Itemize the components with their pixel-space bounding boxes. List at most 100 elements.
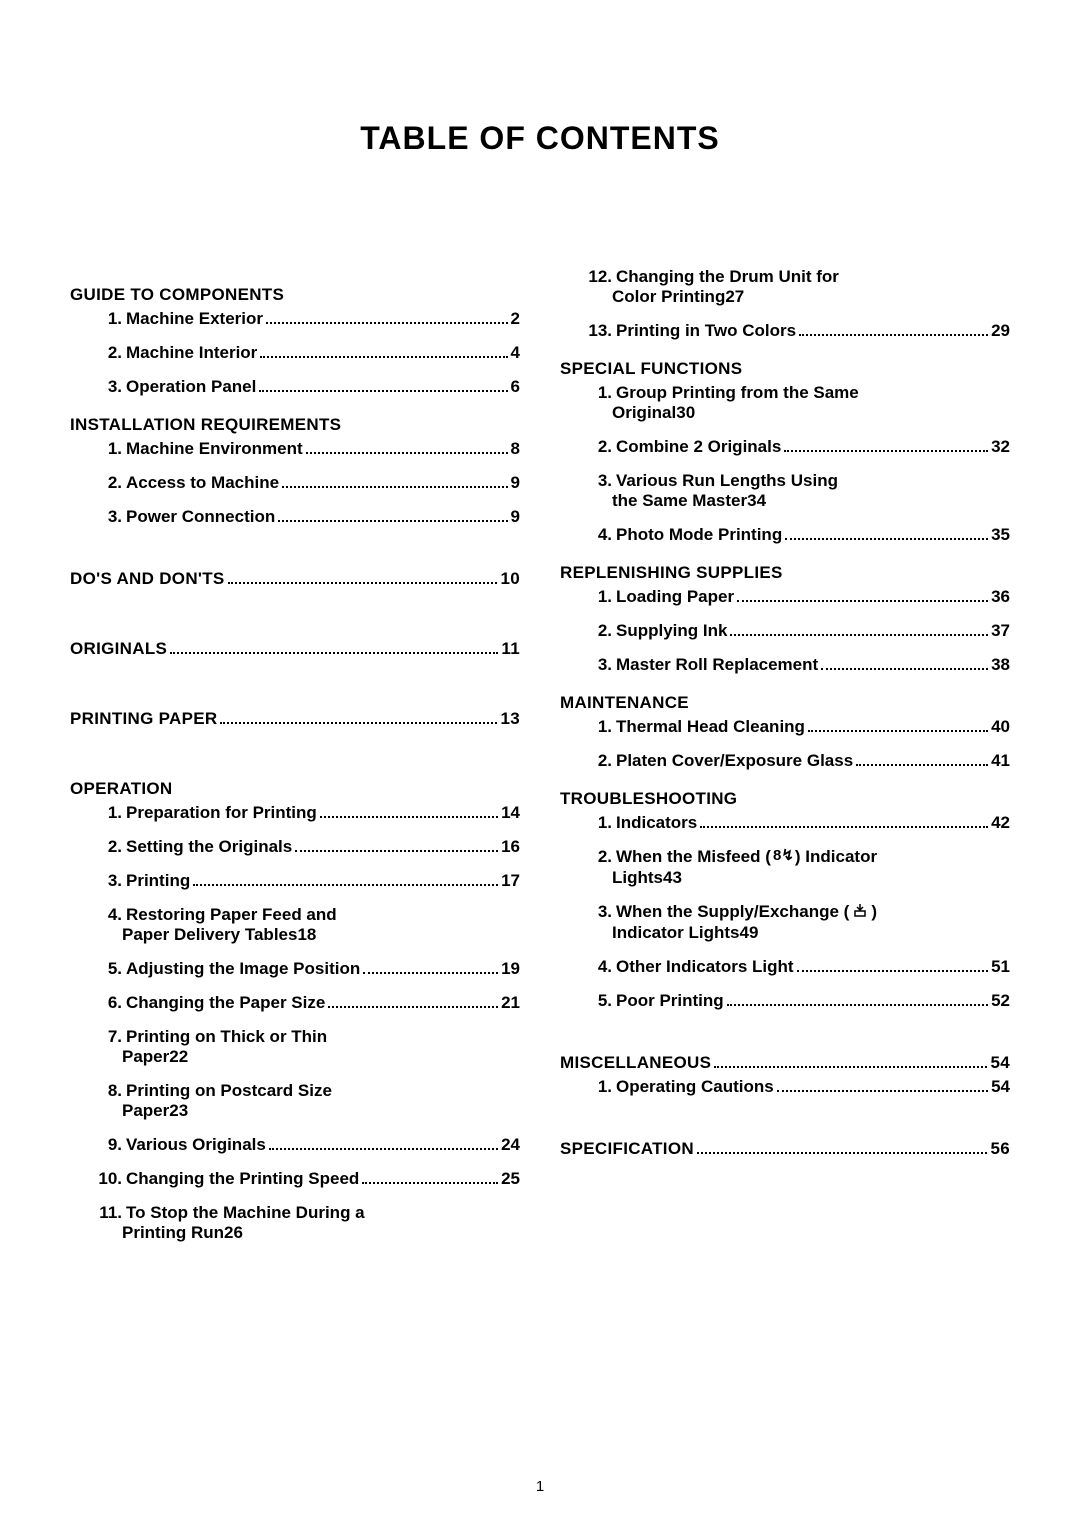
item-page: 25 [501,1169,520,1189]
item-page: 17 [501,871,520,891]
section-label: ORIGINALS [70,639,167,659]
item-page: 38 [991,655,1010,675]
item-page: 9 [511,507,520,527]
dot-leader [269,1148,498,1150]
item-label: When the Supply/Exchange () [616,902,877,923]
item-page: 4 [511,343,520,363]
item-page: 8 [511,439,520,459]
item-page: 9 [511,473,520,493]
item-label: Printing on Postcard Size [126,1081,332,1101]
dot-leader [821,668,988,670]
item-label: Paper Delivery Tables [122,925,297,945]
dot-leader [714,1066,987,1068]
toc-item: 2.When the Misfeed (8↯) Indicator Lights… [588,847,1010,888]
toc-item: 2.Platen Cover/Exposure Glass41 [588,751,1010,771]
section-heading: REPLENISHING SUPPLIES [560,563,1010,583]
item-label: the Same Master [612,491,747,511]
item-number: 5. [588,991,612,1011]
dot-leader [320,816,498,818]
item-label: Machine Interior [126,343,257,363]
dot-leader [266,322,508,324]
item-label: Operating Cautions [616,1077,774,1097]
dot-leader [777,1090,988,1092]
item-page: 19 [501,959,520,979]
dot-leader [697,1152,988,1154]
item-label: Printing [126,871,190,891]
dot-leader [737,600,988,602]
item-label: When the Misfeed (8↯) Indicator [616,847,877,868]
item-number: 2. [588,847,612,867]
item-number: 3. [98,377,122,397]
item-number: 1. [588,383,612,403]
item-number: 9. [98,1135,122,1155]
item-label: To Stop the Machine During a [126,1203,365,1223]
item-label: Various Originals [126,1135,266,1155]
item-page: 49 [740,923,759,943]
item-label-text: When the Supply/Exchange ( [616,902,849,921]
item-number: 8. [98,1081,122,1101]
dot-leader [730,634,988,636]
item-label: Preparation for Printing [126,803,317,823]
item-label: Operation Panel [126,377,256,397]
item-page: 35 [991,525,1010,545]
item-number: 2. [98,837,122,857]
item-page: 29 [991,321,1010,341]
item-label: Changing the Paper Size [126,993,325,1013]
section-label: DO'S AND DON'TS [70,569,225,589]
toc-item: 2.Combine 2 Originals32 [588,437,1010,457]
item-number: 4. [588,525,612,545]
toc-item: 8.Printing on Postcard Size Paper23 [98,1081,520,1121]
toc-item: 1.Machine Environment8 [98,439,520,459]
item-label: Master Roll Replacement [616,655,818,675]
toc-item: 3.Master Roll Replacement38 [588,655,1010,675]
item-page: 23 [169,1101,188,1121]
item-label: Original [612,403,676,423]
item-number: 3. [588,471,612,491]
item-number: 3. [98,871,122,891]
item-label: Paper [122,1101,169,1121]
dot-leader [259,390,507,392]
section-label: SPECIFICATION [560,1139,694,1159]
left-column: GUIDE TO COMPONENTS 1.Machine Exterior2 … [70,267,520,1257]
section-heading: PRINTING PAPER13 [70,709,520,729]
dot-leader [170,652,498,654]
item-label-text: ) Indicator [795,847,877,866]
section-heading: DO'S AND DON'TS10 [70,569,520,589]
section-heading: INSTALLATION REQUIREMENTS [70,415,520,435]
item-label: Printing in Two Colors [616,321,796,341]
toc-item: 4.Photo Mode Printing 35 [588,525,1010,545]
toc-item: 4.Restoring Paper Feed and Paper Deliver… [98,905,520,945]
section-heading: SPECIAL FUNCTIONS [560,359,1010,379]
item-label: Indicator Lights [612,923,740,943]
item-label: Machine Exterior [126,309,263,329]
toc-item: 11.To Stop the Machine During a Printing… [98,1203,520,1243]
toc-columns: GUIDE TO COMPONENTS 1.Machine Exterior2 … [70,267,1010,1257]
toc-item: 2.Setting the Originals16 [98,837,520,857]
item-label: Photo Mode Printing [616,525,782,545]
item-page: 41 [991,751,1010,771]
item-page: 40 [991,717,1010,737]
section-heading: MISCELLANEOUS54 [560,1053,1010,1073]
item-number: 12. [588,267,612,287]
section-heading: MAINTENANCE [560,693,1010,713]
misfeed-icon: 8↯ [773,847,793,868]
item-number: 1. [98,309,122,329]
item-label: Lights [612,868,663,888]
section-heading: GUIDE TO COMPONENTS [70,285,520,305]
item-label-text: When the Misfeed ( [616,847,771,866]
section-page: 54 [990,1053,1010,1073]
item-page: 51 [991,957,1010,977]
item-page: 26 [224,1223,243,1243]
toc-item: 3.Printing 17 [98,871,520,891]
item-page: 52 [991,991,1010,1011]
item-number: 2. [98,473,122,493]
item-number: 3. [98,507,122,527]
item-page: 21 [501,993,520,1013]
toc-item: 1.Indicators42 [588,813,1010,833]
item-page: 18 [297,925,316,945]
item-number: 1. [588,813,612,833]
item-label: Power Connection [126,507,275,527]
toc-item: 13.Printing in Two Colors29 [588,321,1010,341]
item-page: 22 [169,1047,188,1067]
item-page: 14 [501,803,520,823]
